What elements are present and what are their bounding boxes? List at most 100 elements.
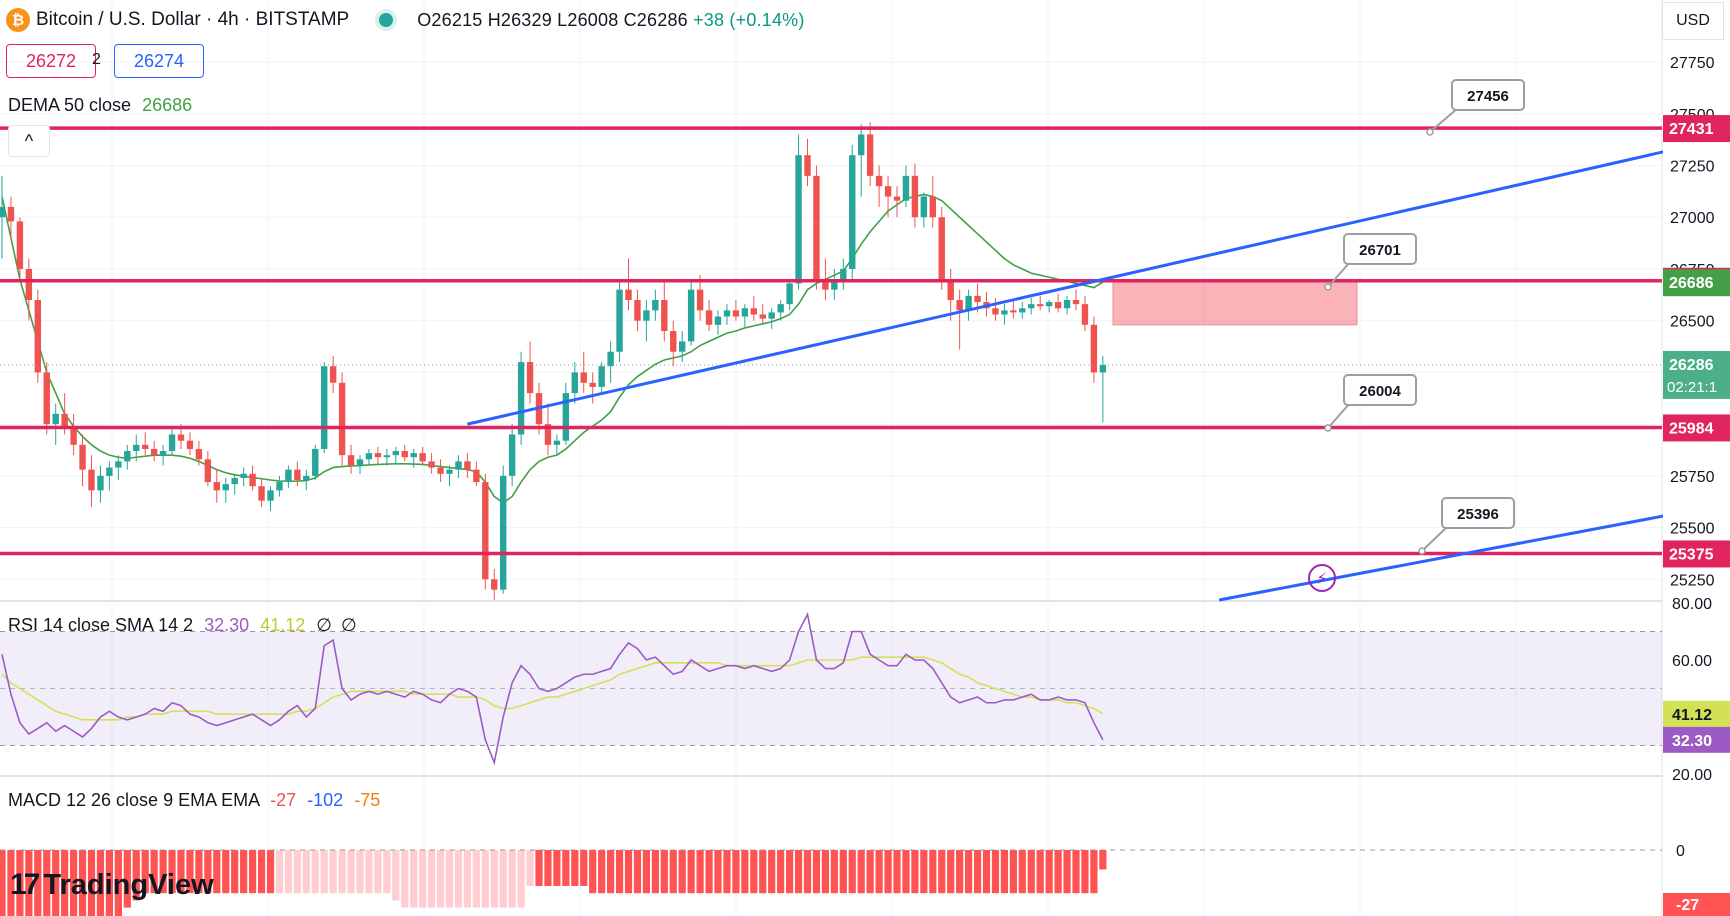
candle-body <box>750 308 757 315</box>
buy-price-button[interactable]: 26274 <box>114 44 204 78</box>
macd-histogram-bar <box>43 850 51 916</box>
macd-histogram-bar <box>571 850 579 886</box>
macd-histogram-bar <box>803 850 812 894</box>
macd-histogram-bar <box>374 850 382 894</box>
consolidation-rect <box>1112 280 1358 326</box>
macd-histogram-bar <box>365 850 373 894</box>
callout-box <box>1441 497 1515 529</box>
change-text: +38 (+0.14%) <box>693 9 805 30</box>
macd-histogram-bar <box>383 850 391 894</box>
candle-body <box>732 310 740 317</box>
macd-histogram-bar <box>526 850 534 886</box>
callout-label: 25396 <box>1457 506 1499 523</box>
callout-anchor <box>1426 128 1434 136</box>
dema-legend[interactable]: DEMA 50 close 26686 <box>8 95 192 116</box>
macd-histogram-bar <box>320 850 328 894</box>
candle-body <box>813 175 820 280</box>
candle-body <box>723 310 731 317</box>
candle-body <box>661 300 668 332</box>
price-tag-bg <box>1663 414 1730 442</box>
macd-histogram-bar <box>1054 850 1062 894</box>
macd-histogram-bar <box>266 850 275 894</box>
macd-histogram-bar <box>938 850 946 894</box>
price-tag-bg <box>1663 269 1730 297</box>
last-price-label: 26286 <box>1669 357 1714 374</box>
macd-histogram-bar <box>231 850 239 894</box>
macd-histogram-bar <box>419 850 427 908</box>
price-tick-label: 25750 <box>1670 469 1715 486</box>
candle-body <box>25 268 33 300</box>
callout-pointer <box>1421 525 1449 552</box>
macd-histogram-bar <box>78 850 87 916</box>
macd-legend[interactable]: MACD 12 26 close 9 EMA EMA -27 -102 -75 <box>8 790 380 811</box>
rsi-legend[interactable]: RSI 14 close SMA 14 2 32.30 41.12 ∅ ∅ <box>8 615 357 636</box>
macd-histogram-bar <box>0 850 6 916</box>
bitcoin-icon: ₿ <box>6 8 30 32</box>
callout-label: 26004 <box>1359 383 1401 400</box>
price-tag-label: 25984 <box>1669 420 1714 437</box>
candle-body <box>195 448 203 460</box>
rsi-series <box>1 612 1104 766</box>
macd-histogram-bar <box>973 850 982 894</box>
candle-body <box>1099 364 1107 373</box>
rsi-sma-tag: 41.12 <box>1672 707 1712 724</box>
macd-histogram-bar <box>240 850 248 894</box>
macd-histogram-bar <box>7 850 15 916</box>
macd-histogram-bar <box>204 850 212 894</box>
macd-histogram-bar <box>723 850 731 894</box>
macd-histogram-bar <box>1000 850 1008 894</box>
candle-body <box>929 196 936 218</box>
macd-label: MACD 12 26 close 9 EMA EMA <box>8 790 260 810</box>
tradingview-logo[interactable]: 17 TradingView <box>10 868 214 902</box>
macd-histogram-bar <box>52 850 60 916</box>
candle-body <box>258 486 265 501</box>
candle-body <box>902 175 910 201</box>
candle-body <box>338 382 346 456</box>
macd-histogram-bar <box>884 850 892 894</box>
macd-histogram-bar <box>302 850 310 894</box>
macd-histogram-bar <box>392 850 400 901</box>
macd-pane: 0 -27 <box>0 843 1730 916</box>
candle-body <box>419 453 426 462</box>
candle-body <box>965 295 972 311</box>
candle-body <box>679 341 686 352</box>
symbol-title[interactable]: Bitcoin / U.S. Dollar · 4h · BITSTAMP <box>36 9 350 30</box>
sell-price-button[interactable]: 26272 <box>6 44 96 78</box>
macd-histogram-bar <box>750 850 758 894</box>
price-tick-label: 26500 <box>1670 314 1715 331</box>
macd-histogram-bar <box>741 850 749 894</box>
candle-body <box>285 469 292 483</box>
macd-histogram-bar <box>311 850 319 894</box>
macd-histogram-bar <box>1027 850 1035 894</box>
rsi-extra-1: ∅ <box>316 615 332 635</box>
macd-histogram-bar <box>956 850 964 894</box>
macd-histogram-bar <box>132 850 140 901</box>
price-tag-label: 27431 <box>1669 121 1714 138</box>
candle-body <box>858 134 865 156</box>
candle-body <box>222 484 229 491</box>
macd-histogram-bar <box>70 850 78 916</box>
callout-box <box>1451 79 1525 111</box>
callout-anchor <box>1324 424 1332 432</box>
market-status-icon <box>375 9 398 31</box>
candle-body <box>303 475 310 480</box>
macd-histogram-bar <box>965 850 973 894</box>
candle-body <box>1037 304 1044 307</box>
rsi-tick-label: 80.00 <box>1672 596 1712 613</box>
dema-line <box>1 193 1104 504</box>
callout-box <box>1343 233 1417 265</box>
macd-histogram-bar <box>1081 850 1089 894</box>
collapse-legend-button[interactable]: ^ <box>8 125 50 157</box>
currency-button[interactable]: USD <box>1662 2 1724 40</box>
macd-hist-value: -27 <box>270 790 297 810</box>
macd-histogram-bar <box>213 850 221 894</box>
macd-signal-value: -75 <box>354 790 381 810</box>
macd-histogram-bar <box>454 850 463 908</box>
trend-channel <box>467 135 1730 602</box>
candle-body <box>16 221 24 269</box>
macd-histogram-bar <box>759 850 767 894</box>
candle-body <box>831 279 838 290</box>
candle-body <box>1045 302 1053 307</box>
macd-histogram-bar <box>1045 850 1053 894</box>
